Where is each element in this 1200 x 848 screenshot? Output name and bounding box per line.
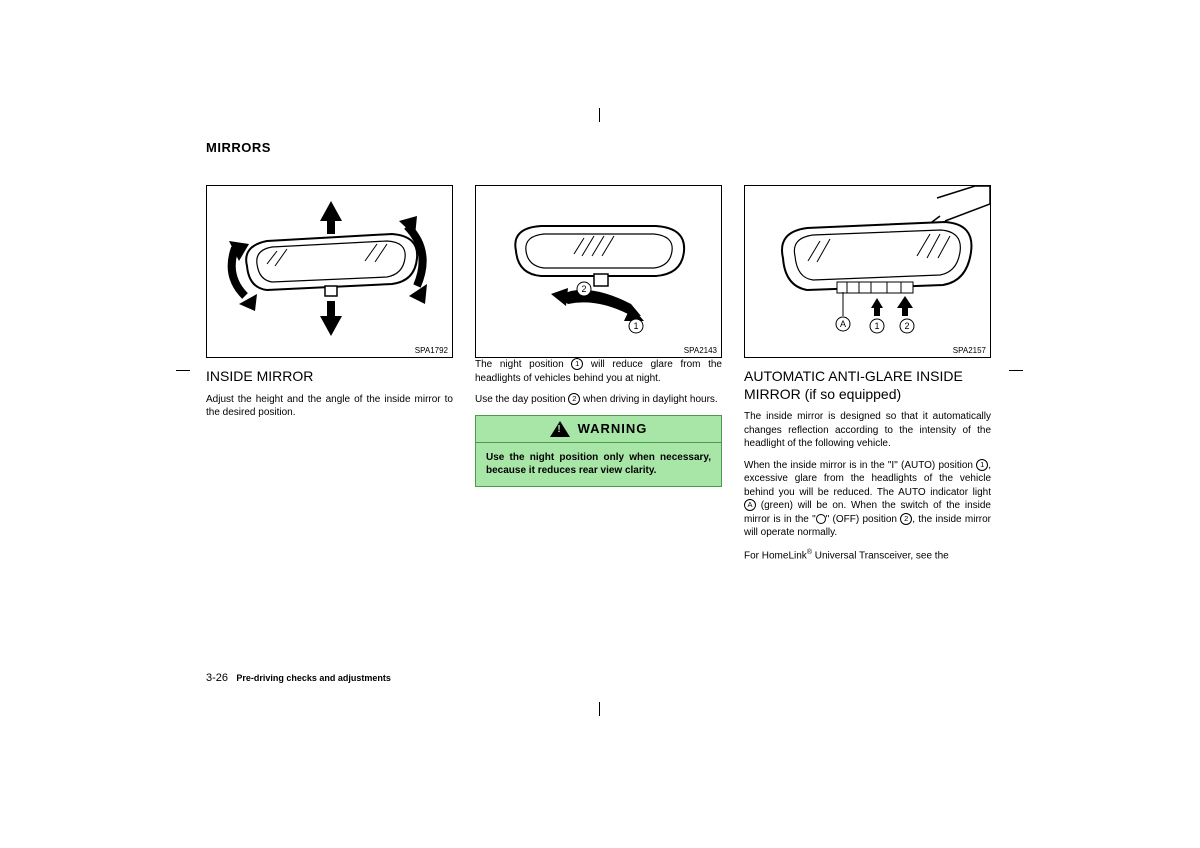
column-2: 2 1 SPA2143 The night position 1 will re… (475, 185, 722, 570)
ref-2-icon: 2 (900, 513, 912, 525)
svg-text:A: A (840, 319, 846, 329)
warning-body: Use the night position only when necessa… (475, 442, 722, 487)
crop-mark-left (176, 370, 190, 371)
warning-header: WARNING (475, 415, 722, 442)
chapter-title: Pre-driving checks and adjustments (236, 673, 391, 683)
off-symbol-icon (816, 514, 826, 524)
svg-text:1: 1 (874, 321, 879, 331)
figure-inside-mirror-adjust: SPA1792 (206, 185, 453, 358)
ref-1-icon: 1 (976, 459, 988, 471)
page-number: 3-26 (206, 672, 228, 684)
ref-2-icon: 2 (568, 393, 580, 405)
crop-mark-top (599, 108, 600, 122)
column-1: SPA1792 INSIDE MIRROR Adjust the height … (206, 185, 453, 570)
figure-code: SPA1792 (415, 346, 448, 355)
figure-auto-antiglare: A 1 2 SPA2157 (744, 185, 991, 358)
svg-text:2: 2 (581, 284, 586, 294)
crop-mark-bottom (599, 702, 600, 716)
paragraph: The night position 1 will reduce glare f… (475, 358, 722, 385)
page-footer: 3-26 Pre-driving checks and adjustments (206, 672, 391, 684)
warning-title: WARNING (578, 421, 648, 436)
figure-code: SPA2157 (953, 346, 986, 355)
svg-text:1: 1 (633, 321, 638, 331)
figure-night-day-lever: 2 1 SPA2143 (475, 185, 722, 358)
paragraph: When the inside mirror is in the "I" (AU… (744, 459, 991, 540)
paragraph: The inside mirror is designed so that it… (744, 410, 991, 451)
svg-text:2: 2 (904, 321, 909, 331)
paragraph: For HomeLink® Universal Transceiver, see… (744, 548, 991, 563)
warning-triangle-icon (550, 421, 570, 437)
paragraph: Adjust the height and the angle of the i… (206, 393, 453, 420)
column-3: A 1 2 SPA2157 AUTOMATIC ANTI-GLARE INSID… (744, 185, 991, 570)
crop-mark-right (1009, 370, 1023, 371)
heading-inside-mirror: INSIDE MIRROR (206, 368, 453, 386)
ref-A-icon: A (744, 499, 756, 511)
heading-auto-antiglare: AUTOMATIC ANTI-GLARE INSIDE MIRROR (if s… (744, 368, 991, 403)
section-title: MIRRORS (206, 140, 992, 155)
three-column-layout: SPA1792 INSIDE MIRROR Adjust the height … (206, 185, 992, 570)
figure-code: SPA2143 (684, 346, 717, 355)
page-content: MIRRORS (206, 140, 992, 570)
ref-1-icon: 1 (571, 358, 583, 370)
paragraph: Use the day position 2 when driving in d… (475, 393, 722, 407)
